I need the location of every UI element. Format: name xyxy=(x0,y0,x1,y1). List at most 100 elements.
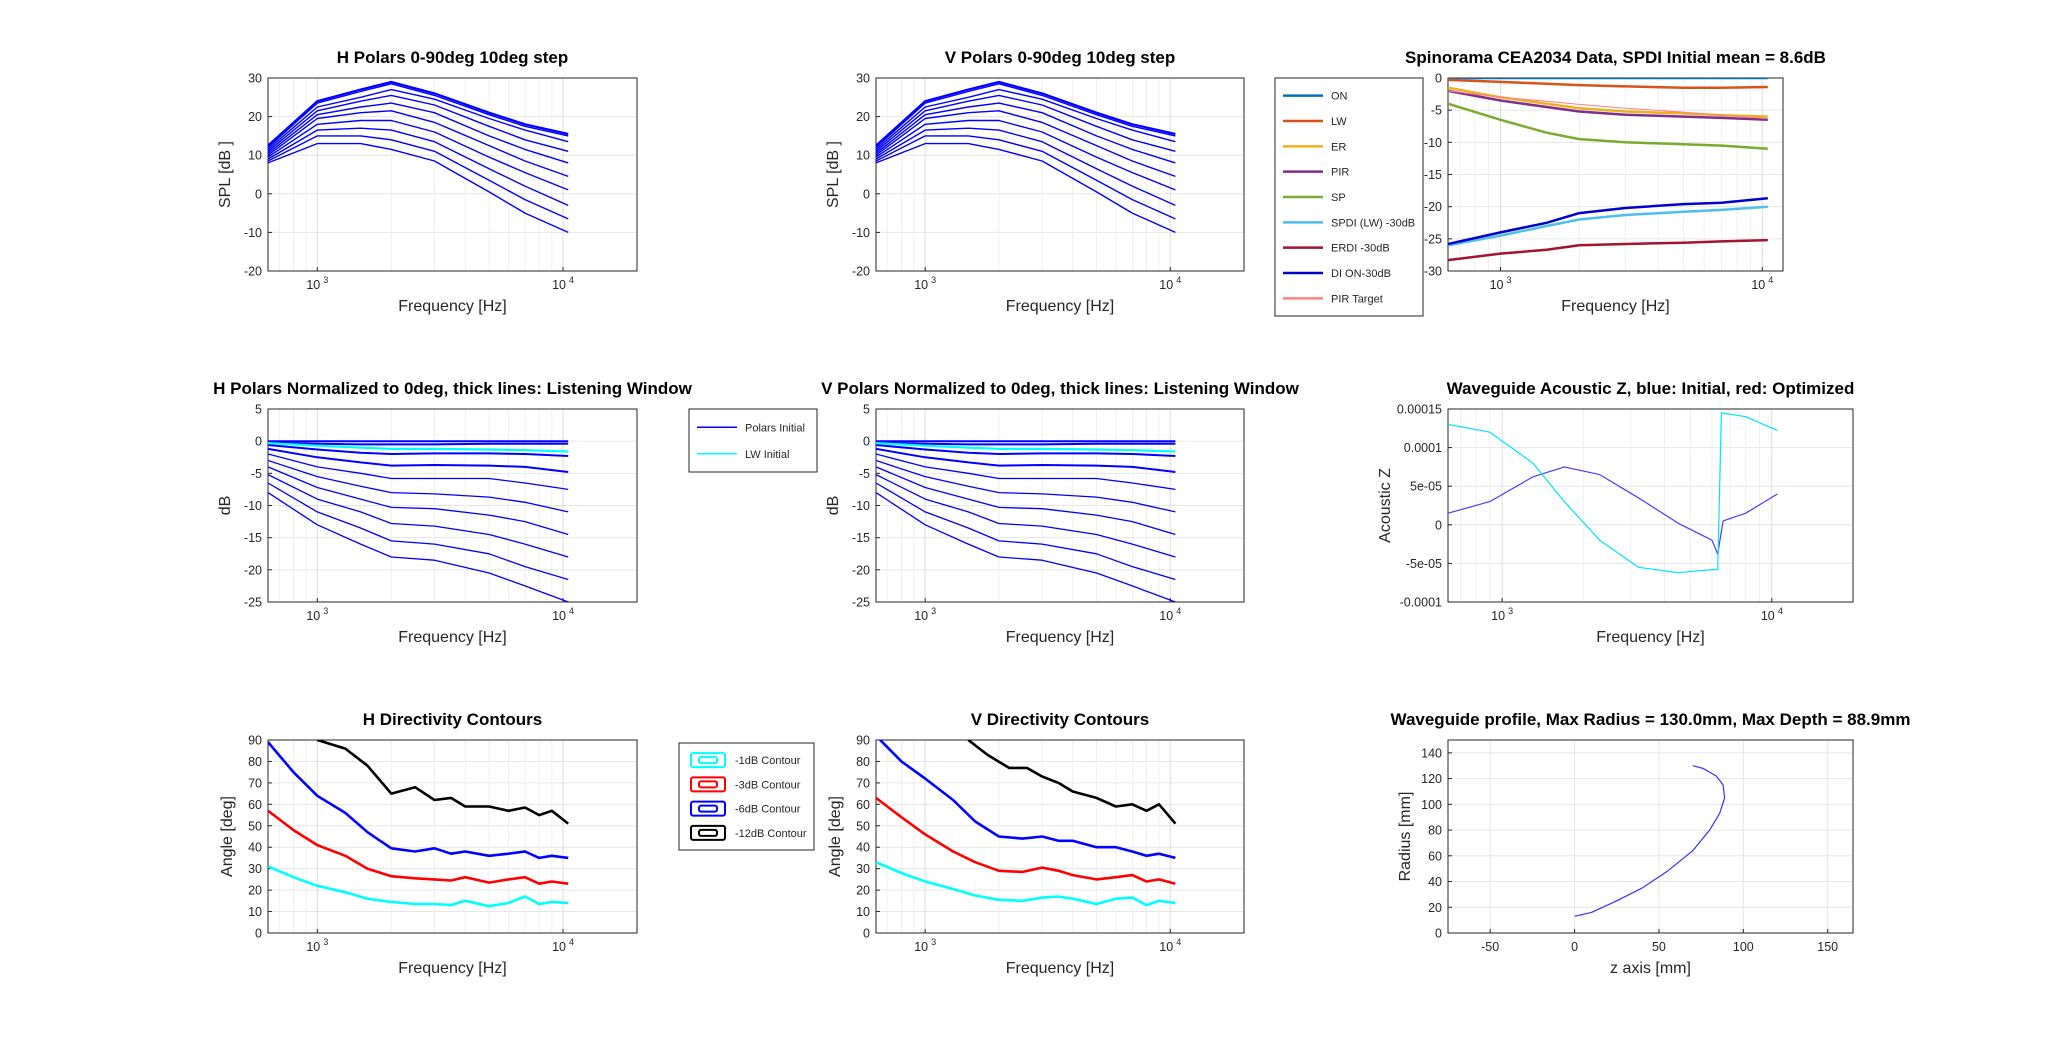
spin-line-ERDI -30dB xyxy=(1448,238,1768,262)
acoustic-z-cyan xyxy=(1448,412,1778,574)
x-axis-label: Frequency [Hz] xyxy=(1596,629,1704,646)
y-axis-label: dB xyxy=(825,496,842,516)
x-tick-label: 10 xyxy=(914,278,928,292)
x-tick-label: 10 xyxy=(1761,609,1775,623)
y-axis-label: Radius [mm] xyxy=(1397,792,1414,882)
plot-area xyxy=(268,78,637,271)
legend-swatch-inner xyxy=(698,804,718,813)
y-tick-label: -5 xyxy=(251,467,262,481)
norm-line-20deg xyxy=(268,444,569,457)
y-tick-label: 20 xyxy=(248,884,262,898)
x-tick-label: 10 xyxy=(306,940,320,954)
norm-line-70deg xyxy=(268,474,569,558)
x-axis-label: Frequency [Hz] xyxy=(1561,298,1669,315)
y-tick-label: 20 xyxy=(856,884,870,898)
x-tick-exponent: 4 xyxy=(569,606,574,616)
y-tick-label: -10 xyxy=(244,499,262,513)
x-tick-exponent: 3 xyxy=(1508,606,1513,616)
spin-line-SP xyxy=(1448,102,1768,151)
y-tick-label: 0 xyxy=(1435,72,1442,86)
legend-swatch xyxy=(690,752,726,769)
polar-line-30deg xyxy=(268,94,569,152)
y-tick-label: 30 xyxy=(856,862,870,876)
x-tick-exponent: 3 xyxy=(931,606,936,616)
normalized-legend: Polars Initial LW Initial xyxy=(688,408,818,473)
norm-line-40deg xyxy=(876,453,1176,491)
polar-line-10deg xyxy=(268,83,569,149)
y-tick-label: 20 xyxy=(1428,901,1442,915)
x-tick-label: 10 xyxy=(552,940,566,954)
y-tick-label: 140 xyxy=(1421,746,1442,760)
x-axis-label: z axis [mm] xyxy=(1610,960,1691,977)
contour-line--1dB Contour xyxy=(876,861,1176,907)
x-tick-label: 10 xyxy=(1491,609,1505,623)
y-tick-label: 0 xyxy=(255,927,262,941)
contour-line--3dB Contour xyxy=(268,809,569,886)
y-tick-label: -20 xyxy=(244,563,262,577)
polar-line-20deg xyxy=(268,88,569,150)
y-tick-label: -15 xyxy=(852,531,870,545)
contour-line--12dB Contour xyxy=(316,740,569,825)
polar-line-90deg xyxy=(876,142,1176,234)
polar-line-20deg xyxy=(876,88,1176,150)
y-tick-label: 70 xyxy=(248,776,262,790)
y-tick-label: 5 xyxy=(255,403,262,417)
y-tick-label: 60 xyxy=(1428,849,1442,863)
y-tick-label: -25 xyxy=(1424,232,1442,246)
y-tick-label: -5e-05 xyxy=(1406,557,1442,571)
chart-title: H Polars 0-90deg 10deg step xyxy=(337,48,568,67)
x-axis-label: Frequency [Hz] xyxy=(398,298,506,315)
polar-line-90deg xyxy=(268,142,569,234)
chart-title: Waveguide profile, Max Radius = 130.0mm,… xyxy=(1391,710,1911,729)
profile-chart: 0 20 40 60 80 100 120 140 -50 0 50 100 150 Waveguide … xyxy=(1391,710,1911,977)
y-tick-label: 50 xyxy=(248,819,262,833)
legend-label: LW Initial xyxy=(745,449,789,461)
contour-line--1dB Contour xyxy=(268,865,569,908)
y-tick-label: -10 xyxy=(852,226,870,240)
y-tick-label: 60 xyxy=(856,798,870,812)
x-tick-exponent: 4 xyxy=(1176,275,1181,285)
polar-line-80deg xyxy=(876,135,1176,220)
legend-swatch-inner xyxy=(698,828,718,837)
x-tick-exponent: 3 xyxy=(931,937,936,947)
legend-swatch-inner xyxy=(698,756,718,765)
x-tick-label: 10 xyxy=(1490,278,1504,292)
y-tick-label: -25 xyxy=(852,596,870,610)
legend-swatch-inner xyxy=(698,780,718,789)
y-tick-label: 5e-05 xyxy=(1410,480,1442,494)
y-tick-label: 10 xyxy=(856,149,870,163)
contour-line--6dB Contour xyxy=(878,740,1176,860)
y-tick-label: 80 xyxy=(248,755,262,769)
y-axis-label: Angle [deg] xyxy=(219,796,236,877)
norm-line-80deg xyxy=(876,482,1176,581)
x-tick-label: -50 xyxy=(1481,940,1499,954)
y-axis-label: SPL [dB ] xyxy=(217,141,234,208)
norm-line-60deg xyxy=(268,466,569,536)
polar-line-60deg xyxy=(268,119,569,191)
x-tick-exponent: 3 xyxy=(931,275,936,285)
y-tick-label: -15 xyxy=(1424,168,1442,182)
norm-line-70deg xyxy=(876,474,1176,558)
norm-line-50deg xyxy=(876,459,1176,513)
legend-label: ERDI -30dB xyxy=(1331,243,1390,255)
y-tick-label: 20 xyxy=(248,110,262,124)
x-tick-label: 10 xyxy=(914,940,928,954)
legend-label: PIR xyxy=(1331,167,1349,179)
polar-line-0deg xyxy=(268,80,569,147)
y-tick-label: 0.0001 xyxy=(1404,441,1442,455)
x-axis-label: Frequency [Hz] xyxy=(1006,298,1114,315)
x-axis-label: Frequency [Hz] xyxy=(398,629,506,646)
x-tick-exponent: 3 xyxy=(323,606,328,616)
plot-area xyxy=(1448,740,1853,933)
y-tick-label: 0 xyxy=(1435,927,1442,941)
y-tick-label: 0 xyxy=(863,927,870,941)
y-tick-label: 0.00015 xyxy=(1397,403,1442,417)
polar-line-70deg xyxy=(876,127,1176,207)
y-tick-label: 70 xyxy=(856,776,870,790)
legend-label: -1dB Contour xyxy=(735,755,801,767)
x-tick-exponent: 4 xyxy=(1778,606,1783,616)
x-tick-label: 100 xyxy=(1733,940,1754,954)
y-tick-label: 10 xyxy=(856,905,870,919)
